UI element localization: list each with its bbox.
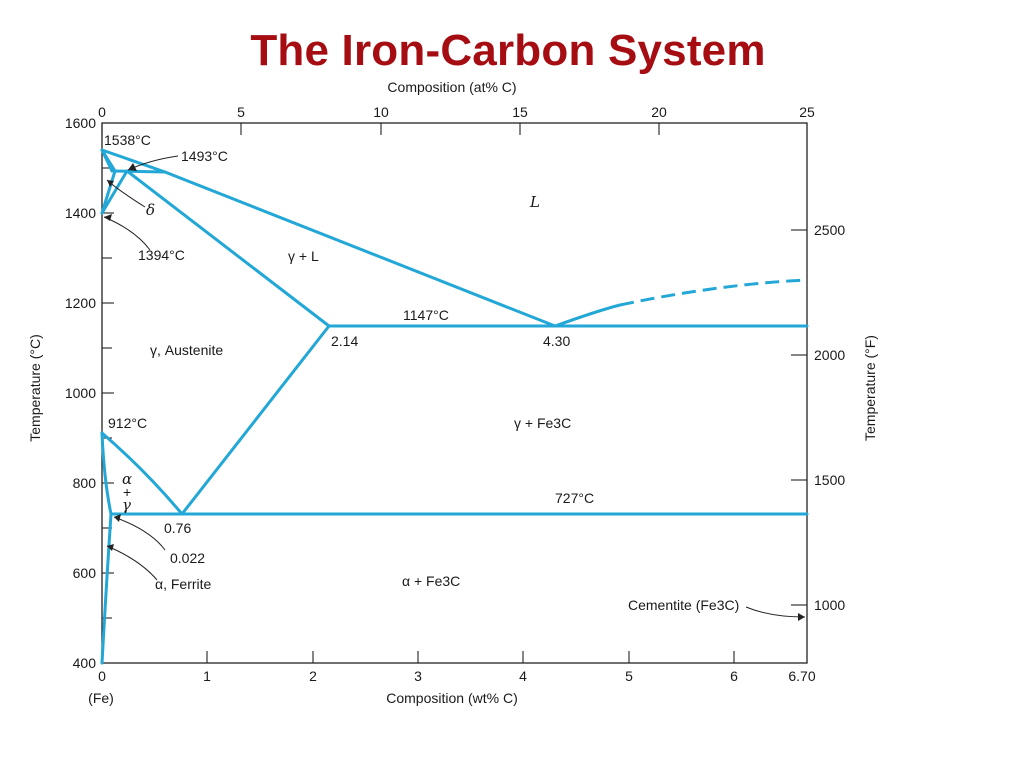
bottom-tick-label: 1	[203, 668, 211, 684]
cementite-liquidus-dashed	[619, 278, 808, 307]
ferrite-solvus-line	[100, 512, 113, 665]
top-tick-label: 20	[651, 104, 667, 120]
region-cementite-label: Cementite (Fe3C)	[628, 597, 739, 613]
bottom-tick-label: 3	[414, 668, 422, 684]
top-tick-label: 10	[373, 104, 389, 120]
left-tick-label: 1400	[65, 205, 96, 221]
left-tick-label: 600	[73, 565, 97, 581]
bottom-axis-title: Composition (wt% C)	[386, 690, 517, 706]
right-axis-title: Temperature (°F)	[862, 335, 878, 441]
annotation-1147: 1147°C	[403, 307, 449, 323]
left-axis-tick-labels: 1600 1400 1200 1000 800 600 400	[65, 115, 96, 671]
bottom-tick-label: 4	[519, 668, 527, 684]
left-tick-label: 400	[73, 655, 97, 671]
region-alpha-gamma-gamma: γ	[122, 496, 131, 514]
peritectic-line	[110, 169, 167, 174]
cementite-liquidus-solid	[553, 303, 622, 328]
top-tick-label: 15	[512, 104, 528, 120]
phase-boundaries	[100, 148, 809, 665]
left-axis-title: Temperature (°C)	[27, 334, 43, 442]
top-axis-title: Composition (at% C)	[387, 79, 516, 95]
region-alpha-gamma-alpha: α	[122, 470, 132, 488]
region-gamma-plus-liquid: γ + L	[288, 248, 319, 264]
bottom-origin-note: (Fe)	[88, 690, 114, 706]
phase-region-labels: L γ + L γ, Austenite γ + Fe3C α + Fe3C δ…	[122, 193, 739, 613]
annotation-727: 727°C	[555, 490, 594, 506]
top-axis-tick-labels: 0 5 10 15 20 25	[98, 104, 815, 120]
bottom-tick-label: 5	[625, 668, 633, 684]
alpha-gamma-boundary-line	[100, 431, 113, 516]
slide-title: The Iron-Carbon System	[250, 26, 766, 75]
annotation-1538: 1538°C	[104, 132, 151, 148]
bottom-axis-ticks	[206, 651, 735, 663]
annotation-214: 2.14	[331, 333, 358, 349]
delta-gamma-boundary-line	[100, 169, 129, 215]
right-tick-label: 2500	[814, 222, 845, 238]
liquidus-line-left	[100, 148, 557, 328]
top-tick-label: 5	[237, 104, 245, 120]
right-tick-label: 1000	[814, 597, 845, 613]
arrow-head	[107, 544, 114, 551]
bottom-axis-tick-labels: 0 1 2 3 4 5 6 6.70	[98, 668, 816, 684]
arrow-head	[798, 613, 805, 621]
region-gamma-plus-cementite: γ + Fe3C	[514, 415, 571, 431]
top-axis-ticks	[101, 123, 660, 135]
right-tick-label: 2000	[814, 347, 845, 363]
leader-0022	[113, 516, 166, 551]
top-tick-label: 0	[98, 104, 106, 120]
annotation-912: 912°C	[108, 415, 147, 431]
right-tick-label: 1500	[814, 472, 845, 488]
a3-line	[100, 431, 184, 516]
leader-ferrite	[106, 545, 158, 581]
region-austenite: γ, Austenite	[150, 342, 223, 358]
annotation-0022: 0.022	[170, 550, 205, 566]
arrow-head	[104, 214, 112, 221]
bottom-tick-label: 2	[309, 668, 317, 684]
bottom-tick-label: 6.70	[788, 668, 815, 684]
leader-cementite	[745, 606, 806, 618]
left-tick-label: 1000	[65, 385, 96, 401]
solidus-line	[125, 169, 331, 328]
annotation-1493: 1493°C	[181, 148, 228, 164]
annotation-leaders	[103, 155, 806, 621]
left-tick-label: 1200	[65, 295, 96, 311]
temperature-annotations: 1538°C 1493°C 1394°C 1147°C 912°C 727°C	[104, 132, 594, 506]
leader-1394	[103, 216, 151, 251]
arrow-head	[107, 180, 114, 187]
right-axis-ticks	[791, 229, 807, 606]
arrow-head	[114, 514, 121, 522]
delta-boundary-line	[100, 148, 117, 215]
region-ferrite: α, Ferrite	[155, 576, 212, 592]
annotation-430: 4.30	[543, 333, 570, 349]
arrow-head	[128, 163, 137, 171]
region-liquid: L	[529, 193, 540, 211]
annotation-076: 0.76	[164, 520, 191, 536]
composition-annotations: 2.14 4.30 0.76 0.022	[164, 333, 570, 566]
region-delta: δ	[146, 201, 155, 219]
region-alpha-plus-cementite: α + Fe3C	[402, 573, 460, 589]
annotation-1394: 1394°C	[138, 247, 185, 263]
acm-line	[180, 324, 331, 516]
bottom-tick-label: 0	[98, 668, 106, 684]
region-alpha-gamma-plus: +	[123, 484, 131, 500]
left-tick-label: 800	[73, 475, 97, 491]
left-tick-label: 1600	[65, 115, 96, 131]
right-axis-tick-labels: 2500 2000 1500 1000	[814, 222, 845, 613]
top-tick-label: 25	[799, 104, 815, 120]
bottom-tick-label: 6	[730, 668, 738, 684]
